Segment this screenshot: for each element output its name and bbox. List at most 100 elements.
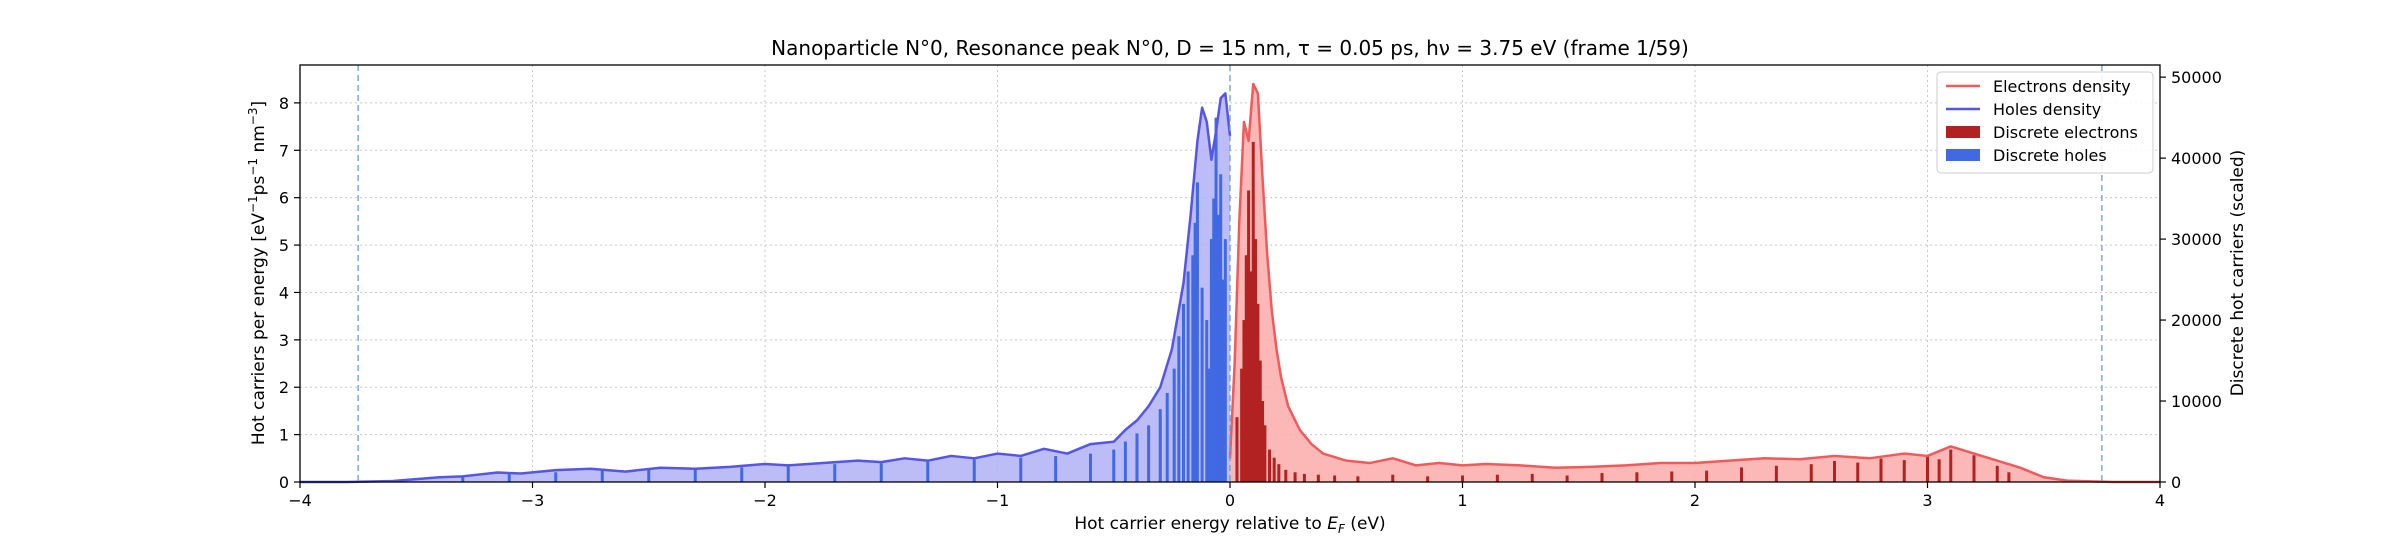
discrete-holes-bar bbox=[1200, 287, 1204, 482]
discrete-electrons-bar bbox=[1740, 467, 1743, 482]
legend-discrete-electrons: Discrete electrons bbox=[1993, 123, 2138, 142]
discrete-holes-bar bbox=[1216, 214, 1220, 482]
y2-tick-label: 0 bbox=[2171, 473, 2181, 492]
discrete-holes-bar bbox=[461, 475, 465, 482]
chart-title: Nanoparticle N°0, Resonance peak N°0, D … bbox=[771, 36, 1689, 60]
discrete-electrons-bar bbox=[1316, 474, 1320, 482]
discrete-electrons-bar bbox=[1277, 464, 1281, 482]
y-tick-label: 2 bbox=[279, 378, 289, 397]
discrete-electrons-bar bbox=[1635, 472, 1639, 482]
discrete-holes-bar bbox=[1158, 409, 1162, 482]
discrete-holes-bar bbox=[879, 463, 883, 482]
discrete-holes-bar bbox=[1209, 239, 1213, 482]
discrete-electrons-bar bbox=[1235, 417, 1239, 482]
discrete-electrons-bar bbox=[1705, 470, 1709, 482]
legend-discrete-electrons-swatch bbox=[1946, 126, 1980, 138]
x-tick-label: −4 bbox=[288, 491, 312, 510]
discrete-holes-bar bbox=[1212, 198, 1216, 483]
discrete-holes-bar bbox=[693, 469, 697, 482]
discrete-electrons-bar bbox=[1937, 459, 1941, 482]
legend-box bbox=[1936, 71, 2154, 174]
discrete-electrons-bar bbox=[1256, 303, 1260, 482]
discrete-holes-bar bbox=[554, 472, 558, 482]
discrete-electrons-bar bbox=[1495, 474, 1499, 482]
discrete-electrons-bar bbox=[1809, 464, 1813, 482]
x-axis-label: Hot carrier energy relative to EF (eV) bbox=[1074, 514, 1385, 536]
discrete-holes-bar bbox=[1221, 279, 1225, 482]
discrete-holes-bar bbox=[1186, 271, 1190, 482]
y-tick-label: 3 bbox=[279, 331, 289, 350]
discrete-electrons-bar bbox=[1774, 465, 1778, 482]
discrete-electrons-bar bbox=[1670, 471, 1674, 482]
y2-tick-label: 30000 bbox=[2171, 230, 2222, 249]
x-tick-label: −1 bbox=[986, 491, 1010, 510]
legend-discrete-holes-swatch bbox=[1946, 149, 1980, 161]
discrete-electrons-bar bbox=[1249, 271, 1253, 482]
discrete-holes-bar bbox=[600, 470, 604, 482]
discrete-electrons-bar bbox=[1293, 472, 1297, 482]
discrete-holes-bar bbox=[786, 465, 790, 482]
discrete-electrons-bar bbox=[1268, 449, 1272, 482]
discrete-holes-bar bbox=[1019, 457, 1023, 482]
x-tick-label: 3 bbox=[1922, 491, 1932, 510]
discrete-electrons-bar bbox=[1426, 476, 1430, 482]
discrete-holes-bar bbox=[1219, 174, 1223, 483]
y-tick-label: 1 bbox=[279, 426, 289, 445]
discrete-electrons-bar bbox=[1258, 360, 1262, 482]
y-axis-left: 0 1 2 3 4 5 6 7 8 bbox=[279, 94, 300, 492]
x-tick-label: 2 bbox=[1690, 491, 1700, 510]
x-tick-label: 4 bbox=[2155, 491, 2165, 510]
discrete-holes-bar bbox=[1147, 425, 1151, 482]
discrete-holes-bar bbox=[1054, 456, 1058, 482]
discrete-holes-bar bbox=[1177, 336, 1181, 482]
x-tick-label: −3 bbox=[521, 491, 545, 510]
discrete-electrons-bar bbox=[1333, 475, 1337, 482]
discrete-holes-bar bbox=[1123, 441, 1127, 482]
discrete-holes-bar bbox=[1182, 303, 1185, 482]
electrons-density-line bbox=[1228, 82, 2160, 484]
discrete-holes-bar bbox=[1223, 239, 1227, 482]
y2-tick-label: 10000 bbox=[2171, 392, 2222, 411]
discrete-holes-bar bbox=[647, 469, 651, 482]
discrete-electrons-bar bbox=[1356, 476, 1360, 482]
y-axis-right: 0 10000 20000 30000 40000 50000 bbox=[2160, 68, 2222, 492]
discrete-electrons-bar bbox=[1242, 320, 1246, 482]
discrete-electrons-bar bbox=[1565, 475, 1569, 482]
discrete-holes-bar bbox=[1193, 222, 1197, 483]
y2-tick-label: 40000 bbox=[2171, 149, 2222, 168]
discrete-holes-bar bbox=[1205, 320, 1209, 482]
y-tick-label: 6 bbox=[279, 189, 289, 208]
discrete-electrons-bar bbox=[1949, 449, 1953, 482]
discrete-holes-bar bbox=[972, 459, 976, 482]
discrete-holes-bar bbox=[1207, 368, 1211, 482]
discrete-electrons-bar bbox=[1995, 465, 1999, 482]
x-axis: −4 −3 −2 −1 0 1 2 3 4 bbox=[288, 482, 2165, 510]
holes-density-line bbox=[300, 92, 1232, 484]
discrete-holes-bar bbox=[1195, 182, 1199, 482]
plot-area bbox=[300, 82, 2160, 484]
legend-discrete-holes: Discrete holes bbox=[1993, 146, 2107, 165]
discrete-electrons-bar bbox=[1833, 460, 1836, 482]
discrete-holes-bar bbox=[740, 467, 744, 482]
discrete-holes-bar bbox=[1191, 255, 1195, 482]
discrete-electrons-bar bbox=[1926, 456, 1929, 482]
discrete-electrons-bar bbox=[1251, 141, 1255, 482]
discrete-electrons-bar bbox=[1530, 473, 1534, 482]
discrete-holes-bar bbox=[1135, 433, 1139, 482]
discrete-electrons-bar bbox=[1391, 474, 1395, 482]
discrete-electrons-bar bbox=[1856, 462, 1860, 482]
discrete-electrons-bar bbox=[1261, 401, 1265, 482]
y2-tick-label: 20000 bbox=[2171, 311, 2222, 330]
x-tick-label: −2 bbox=[753, 491, 777, 510]
discrete-electrons-bar bbox=[2007, 472, 2011, 482]
discrete-holes-bar bbox=[1089, 453, 1092, 482]
discrete-electrons-bar bbox=[1247, 190, 1251, 482]
discrete-holes-bar bbox=[1214, 117, 1218, 482]
discrete-electrons-bar bbox=[1879, 458, 1883, 482]
discrete-electrons-bar bbox=[1972, 455, 1976, 482]
y2-axis-label: Discrete hot carriers (scaled) bbox=[2228, 150, 2248, 397]
legend-holes-density: Holes density bbox=[1993, 100, 2101, 119]
discrete-electrons-bar bbox=[1902, 460, 1906, 482]
legend: Electrons density Holes density Discrete… bbox=[1936, 71, 2154, 174]
discrete-holes-bar bbox=[1112, 449, 1116, 482]
